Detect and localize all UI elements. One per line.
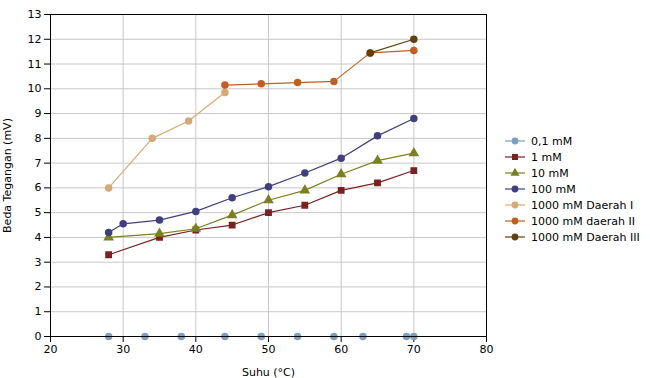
svg-text:10: 10 <box>28 82 42 95</box>
svg-text:11: 11 <box>28 58 42 71</box>
svg-text:70: 70 <box>407 343 421 356</box>
svg-text:1: 1 <box>35 305 42 318</box>
html-text:1 mM: 1 mM <box>531 150 562 164</box>
svg-text:20: 20 <box>44 343 58 356</box>
svg-text:2: 2 <box>35 280 42 293</box>
svg-text:4: 4 <box>35 231 42 244</box>
svg-text:30: 30 <box>116 343 130 356</box>
svg-text:12: 12 <box>28 33 42 46</box>
svg-text:3: 3 <box>35 256 42 269</box>
svg-text:40: 40 <box>189 343 203 356</box>
svg-text:13: 13 <box>28 8 42 21</box>
html-text:100 mM: 100 mM <box>531 182 576 196</box>
svg-text:0: 0 <box>35 330 42 343</box>
svg-text:Suhu (°C): Suhu (°C) <box>242 366 295 378</box>
html-text:0,1 mM: 0,1 mM <box>531 134 573 148</box>
svg-text:Beda Tegangan (mV): Beda Tegangan (mV) <box>1 118 14 233</box>
svg-text:9: 9 <box>35 107 42 120</box>
svg-text:5: 5 <box>35 206 42 219</box>
svg-text:6: 6 <box>35 181 42 194</box>
html-text:10 mM: 10 mM <box>531 166 569 180</box>
svg-text:80: 80 <box>480 343 494 356</box>
svg-text:7: 7 <box>35 157 42 170</box>
svg-text:50: 50 <box>262 343 276 356</box>
html-text:1000 mM Daerah III: 1000 mM Daerah III <box>531 230 640 244</box>
html-text:1000 mM daerah II: 1000 mM daerah II <box>531 214 635 228</box>
svg-text:8: 8 <box>35 132 42 145</box>
html-text:1000 mM Daerah I: 1000 mM Daerah I <box>531 198 634 212</box>
svg-text:60: 60 <box>334 343 348 356</box>
